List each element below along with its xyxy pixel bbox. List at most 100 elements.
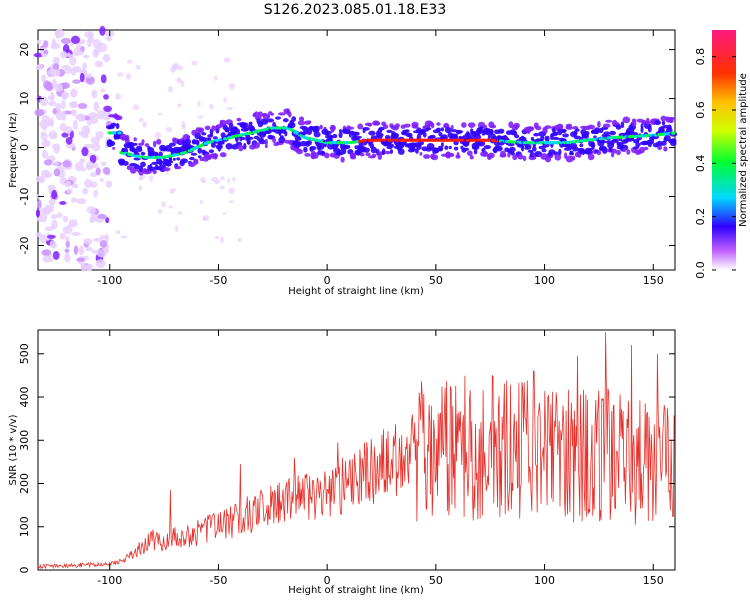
spectrogram-blob bbox=[573, 135, 582, 140]
spectrogram-blob bbox=[73, 48, 80, 57]
spectrogram-blob bbox=[581, 148, 585, 156]
spectrogram-blob bbox=[64, 248, 70, 253]
x-tick-label: 0 bbox=[324, 574, 331, 587]
spectrogram-blob bbox=[65, 240, 70, 248]
colorbar-tick-label: 0.2 bbox=[694, 208, 707, 226]
spectrogram-blob bbox=[191, 60, 198, 66]
spectrogram-blob bbox=[264, 138, 268, 146]
spectrogram-blob bbox=[386, 129, 393, 133]
spectrogram-blob bbox=[83, 54, 90, 59]
spectrogram-blob bbox=[70, 197, 78, 203]
spectrogram-blob bbox=[438, 147, 443, 151]
snr-y-axis-label: SNR (10 * v/v) bbox=[8, 414, 19, 485]
spectrogram-blob bbox=[35, 64, 44, 71]
spectrogram-blob bbox=[605, 119, 613, 123]
spectrogram-blob bbox=[220, 236, 225, 244]
spectrogram-blob bbox=[544, 125, 552, 129]
spectrogram-blob bbox=[640, 127, 644, 133]
spectrogram-blob bbox=[611, 152, 615, 158]
spectrogram-blob bbox=[103, 94, 109, 100]
x-tick-label: 100 bbox=[534, 574, 555, 587]
y-tick-label: 10 bbox=[18, 92, 31, 106]
spectrogram-blob bbox=[154, 132, 162, 139]
spectrogram-blob bbox=[169, 188, 177, 192]
spectrogram-blob bbox=[157, 112, 162, 116]
spectrogram-blob bbox=[284, 130, 288, 137]
spectrogram-blob bbox=[467, 122, 476, 128]
spectrogram-blob bbox=[243, 143, 247, 150]
spectrogram-blob bbox=[362, 147, 370, 153]
spectrogram-blob bbox=[257, 111, 263, 118]
spectrogram-blob bbox=[346, 126, 355, 130]
spectrogram-blob bbox=[41, 249, 52, 257]
spectrogram-blob bbox=[86, 206, 97, 214]
spectrogram-blob bbox=[112, 146, 116, 150]
spectrogram-blob bbox=[554, 153, 562, 161]
spectrogram-blob bbox=[227, 177, 231, 184]
spectrogram-blob bbox=[338, 129, 343, 133]
spectrogram-blob bbox=[362, 126, 370, 131]
spectrogram-blob bbox=[56, 212, 63, 218]
spectrogram-blob bbox=[453, 146, 459, 151]
spectrogram-blob bbox=[168, 205, 174, 209]
spectrogram-blob bbox=[110, 122, 117, 127]
spectrogram-blob bbox=[525, 143, 532, 150]
colorbar-tick-label: 0.0 bbox=[694, 261, 707, 279]
spectrogram-blob bbox=[181, 120, 186, 127]
spectrogram-blob bbox=[614, 137, 619, 144]
spectrogram-blob bbox=[608, 147, 613, 152]
colorbar: 0.0 0.2 0.4 0.6 0.8 Normalized spectral ampl… bbox=[694, 30, 749, 279]
spectrogram-blob bbox=[62, 160, 72, 168]
spectrogram-blob bbox=[180, 80, 185, 87]
snr-frame bbox=[37, 329, 676, 571]
spectrogram-blob bbox=[185, 138, 191, 145]
spectrogram-blob bbox=[435, 127, 442, 132]
spectrogram-blob bbox=[330, 125, 335, 133]
spectrogram-blob bbox=[211, 177, 219, 182]
spectrogram-blob bbox=[510, 151, 515, 156]
spectrogram-blob bbox=[444, 145, 449, 150]
spectrogram-blob bbox=[266, 114, 270, 119]
spectrogram-blob bbox=[325, 130, 333, 134]
spectrogram-blob bbox=[643, 146, 649, 151]
spectrogram-blob bbox=[461, 122, 467, 128]
spectrogram-blob bbox=[403, 123, 411, 128]
spectrogram-blob bbox=[95, 259, 106, 269]
spectrogram-blob bbox=[152, 169, 157, 175]
spectrogram-blob bbox=[39, 96, 49, 107]
spectrogram-blob bbox=[338, 131, 343, 139]
spectrogram-blob bbox=[370, 146, 378, 154]
spectrogram-blob bbox=[71, 35, 80, 44]
spectrogram-blob bbox=[76, 257, 85, 262]
spectrogram-blob bbox=[135, 64, 141, 70]
spectrogram-blob bbox=[422, 132, 427, 138]
spectrogram-blob bbox=[55, 103, 62, 112]
spectrogram-blob bbox=[83, 238, 93, 245]
spectrogram-blob bbox=[466, 131, 470, 137]
spectrogram-blob bbox=[79, 72, 85, 83]
spectrogram-blob bbox=[590, 141, 596, 148]
spectrogram-blob bbox=[247, 136, 254, 140]
spectrogram-blob bbox=[133, 137, 137, 142]
spectrogram-blob bbox=[201, 179, 207, 184]
spectrogram-blob bbox=[37, 199, 42, 209]
spectrogram-blob bbox=[138, 176, 144, 181]
spectrogram-blob bbox=[134, 164, 141, 170]
spectrogram-blob bbox=[132, 142, 138, 146]
spectrogram-blob bbox=[66, 188, 73, 194]
spectrogram-blob bbox=[122, 148, 129, 154]
spectrogram-blob bbox=[575, 128, 580, 132]
spectrogram-blob bbox=[92, 39, 102, 49]
spectrogram-blob bbox=[332, 133, 338, 139]
spectrogram-blob bbox=[64, 180, 72, 188]
spectrogram-blob bbox=[213, 75, 218, 81]
spectrogram-blob bbox=[495, 145, 503, 152]
colorbar-label: Normalized spectral amplitude bbox=[738, 73, 749, 227]
y-tick-label: 100 bbox=[18, 516, 31, 537]
spectrogram-blob bbox=[352, 131, 360, 136]
spectrogram-blob bbox=[148, 175, 154, 183]
spectrogram-blob bbox=[440, 142, 444, 147]
spectrogram-blob bbox=[462, 147, 470, 151]
spectrogram-blob bbox=[185, 135, 191, 139]
spectrogram-blob bbox=[168, 85, 173, 93]
